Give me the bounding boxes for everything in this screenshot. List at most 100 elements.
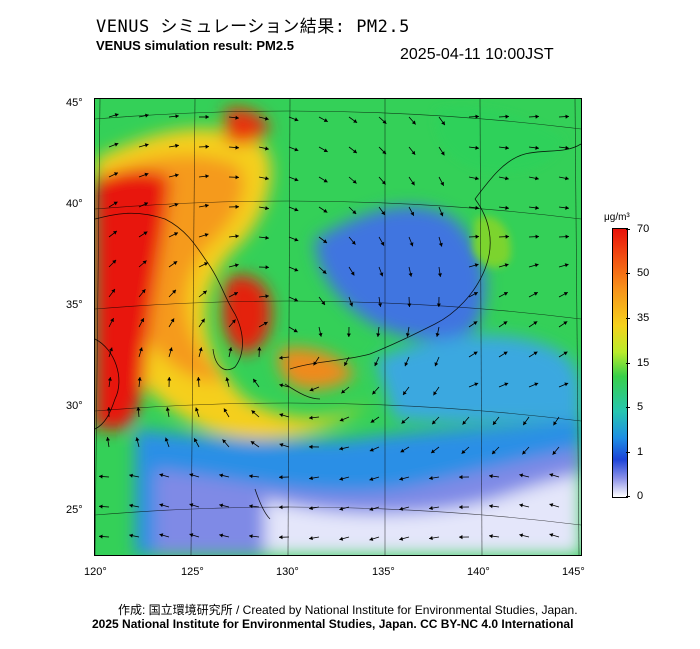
wind-arrow-head xyxy=(323,148,328,152)
wind-arrow-head xyxy=(231,319,236,324)
wind-arrow-head xyxy=(309,536,313,541)
wind-arrow-head xyxy=(553,421,557,426)
wind-arrow-head xyxy=(323,239,327,243)
wind-arrow-head xyxy=(503,351,508,356)
wind-arrow-head xyxy=(369,507,374,511)
wind-arrow-head xyxy=(144,143,149,148)
wind-arrow-head xyxy=(164,437,169,442)
wind-arrow-head xyxy=(234,263,239,268)
wind-arrow-head xyxy=(411,181,415,186)
map-title-japanese: VENUS シミュレーション結果: PM2.5 xyxy=(96,17,410,37)
wind-arrow-head xyxy=(113,230,117,235)
colorbar-label-70: 70 xyxy=(637,223,650,235)
wind-arrow-head xyxy=(137,377,142,381)
wind-arrow-head xyxy=(552,450,557,455)
wind-arrow-head xyxy=(459,535,463,540)
wind-arrow-head xyxy=(279,383,284,388)
wind-arrow-head xyxy=(473,321,478,325)
wind-arrow-head xyxy=(346,333,351,337)
wind-vectors xyxy=(98,113,570,541)
wind-arrow-head xyxy=(145,113,149,118)
wind-arrow-head xyxy=(228,347,233,351)
wind-arrow-head xyxy=(138,347,143,352)
wind-arrow-head xyxy=(505,114,509,119)
wind-arrow-head xyxy=(140,318,144,323)
wind-arrow-head xyxy=(106,407,111,411)
wind-arrow-head xyxy=(372,390,377,395)
wind-arrow-head xyxy=(201,318,205,323)
credit-line-1: 作成: 国立環境研究所 / Created by National Instit… xyxy=(118,603,578,617)
wind-arrow-head xyxy=(565,114,569,119)
wind-arrow-head xyxy=(505,176,509,181)
wind-arrow-head xyxy=(174,173,179,178)
wind-arrow-head xyxy=(475,205,479,210)
wind-arrow-head xyxy=(111,289,115,293)
wind-arrow-head xyxy=(351,240,356,245)
wind-arrow-head xyxy=(352,179,357,184)
wind-arrow-head xyxy=(489,534,493,539)
wind-arrow-head xyxy=(369,537,374,541)
wind-arrow-head xyxy=(194,438,198,443)
wind-arrow-head xyxy=(437,273,442,277)
wind-arrow-head xyxy=(235,145,239,150)
lon-tick-145: 145° xyxy=(562,566,585,578)
wind-arrow-head xyxy=(475,145,479,150)
wind-arrow-head xyxy=(400,448,405,453)
wind-arrow-head xyxy=(432,420,436,425)
wind-arrow-head xyxy=(309,444,313,449)
lon-tick-125: 125° xyxy=(181,566,204,578)
wind-arrow-head xyxy=(204,233,209,237)
wind-arrow-head xyxy=(257,347,262,351)
wind-arrow-head xyxy=(110,318,114,323)
lon-tick-140: 140° xyxy=(467,566,490,578)
wind-arrow-head xyxy=(535,234,539,239)
colorbar-label-0: 0 xyxy=(637,490,644,502)
wind-arrow-head xyxy=(565,145,569,150)
wind-arrow-head xyxy=(519,473,524,478)
wind-arrow-head xyxy=(519,503,524,508)
wind-arrow-head xyxy=(321,301,325,305)
wind-arrow-head xyxy=(172,289,176,294)
wind-arrow-head xyxy=(99,504,103,509)
wind-arrow-head xyxy=(129,503,133,508)
wind-arrow-head xyxy=(279,535,283,540)
wind-arrow-head xyxy=(399,476,404,481)
wind-arrow-head xyxy=(549,503,554,507)
wind-arrow-head xyxy=(175,114,179,119)
wind-arrow-head xyxy=(382,119,387,124)
wind-arrow-head xyxy=(503,321,508,325)
wind-arrow-head xyxy=(219,533,224,538)
wind-arrow-head xyxy=(429,536,433,541)
wind-arrow-head xyxy=(403,391,407,395)
wind-arrow-head xyxy=(564,263,569,268)
wind-arrow-head xyxy=(505,234,509,239)
wind-arrow-head xyxy=(533,351,538,356)
wind-arrow-head xyxy=(159,533,164,538)
wind-arrow-head xyxy=(309,387,314,392)
wind-arrow-head xyxy=(438,242,443,247)
wind-arrow-head xyxy=(202,290,207,295)
wind-arrow-head xyxy=(381,211,385,215)
wind-arrow-head xyxy=(411,120,416,125)
wind-arrow-head xyxy=(381,180,386,185)
wind-arrow-head xyxy=(535,145,539,150)
wind-arrow-head xyxy=(323,178,328,183)
colorbar-label-50: 50 xyxy=(637,267,650,279)
wind-arrow-head xyxy=(429,506,433,511)
wind-arrow-head xyxy=(265,206,269,211)
colorbar-label-35: 35 xyxy=(637,312,650,324)
lat-tick-35: 35° xyxy=(66,299,83,311)
wind-arrow-head xyxy=(564,382,569,387)
lat-tick-40: 40° xyxy=(66,198,83,210)
wind-arrow-head xyxy=(279,505,283,510)
wind-arrow-head xyxy=(399,536,404,541)
wind-arrow-head xyxy=(535,114,539,119)
wind-arrow-head xyxy=(349,302,354,307)
wind-arrow-head xyxy=(294,177,299,182)
wind-arrow-head xyxy=(565,176,569,181)
pm25-map xyxy=(94,98,582,556)
wind-arrow-head xyxy=(142,260,147,265)
wind-arrow-head xyxy=(374,362,379,367)
wind-arrow-head xyxy=(189,533,194,538)
wind-arrow-head xyxy=(461,449,466,454)
